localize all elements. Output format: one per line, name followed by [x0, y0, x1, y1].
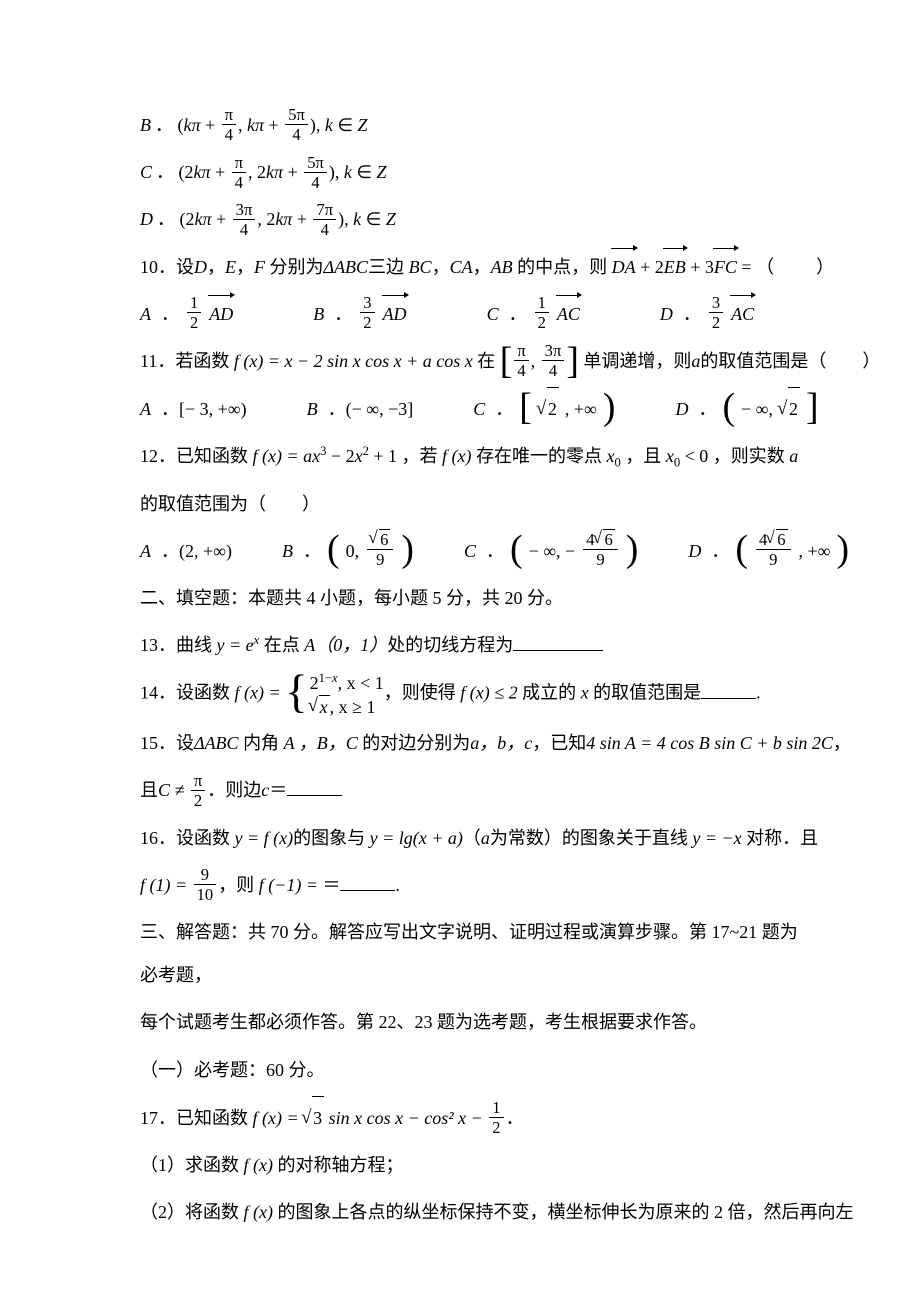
q9-option-B: B． (kπ + π4, kπ + 5π4), k ∈ Z — [140, 104, 800, 147]
q10-option-D: D．32AC — [660, 293, 754, 336]
q12-stem-2: 的取值范围为（ ） — [140, 483, 800, 526]
q11-option-D: D．(− ∞, 2] — [675, 387, 818, 431]
q15-line1: 15．设ΔABC 内角 A ，B，C 的对边分别为a，b，c，已知4 sin A… — [140, 722, 800, 765]
q10-option-C: C．12AC — [487, 293, 580, 336]
q13-blank[interactable] — [513, 632, 603, 651]
q12-option-D: D．(469, +∞) — [688, 530, 849, 573]
q14: 14．设函数 f (x) = { 21−x, x < 1 x, x ≥ 1 ，则… — [140, 671, 800, 718]
q14-blank[interactable] — [701, 680, 756, 699]
q17-stem: 17．已知函数 f (x) = 3 sin x cos x − cos² x −… — [140, 1096, 800, 1140]
q11-option-C: C．[2, +∞) — [473, 387, 615, 431]
section-3-header-c: （一）必考题：60 分。 — [140, 1049, 800, 1092]
q11-options: A．[− 3, +∞) B．(− ∞, −3] C．[2, +∞) D．(− ∞… — [140, 387, 800, 431]
section-3-header-a: 三、解答题：共 70 分。解答应写出文字说明、证明过程或演算步骤。第 17~21… — [140, 911, 800, 997]
q17-part1: （1）求函数 f (x) 的对称轴方程； — [140, 1144, 800, 1187]
q16-blank[interactable] — [340, 872, 395, 891]
exam-page: B． (kπ + π4, kπ + 5π4), k ∈ Z C． (2kπ + … — [0, 0, 920, 1298]
q10-option-A: A．12AD — [140, 293, 233, 336]
q12-option-A: A．(2, +∞) — [140, 530, 232, 573]
q15-blank[interactable] — [287, 777, 342, 796]
section-2-header: 二、填空题：本题共 4 小题，每小题 5 分，共 20 分。 — [140, 577, 800, 620]
q11-option-A: A．[− 3, +∞) — [140, 387, 247, 431]
q9-option-C: C． (2kπ + π4, 2kπ + 5π4), k ∈ Z — [140, 151, 800, 194]
q11-option-B: B．(− ∞, −3] — [307, 387, 414, 431]
q10-option-B: B．32AD — [313, 293, 406, 336]
q12-option-C: C．(− ∞, − 469) — [464, 530, 638, 573]
q15-line2: 且C ≠ π2．则边c＝ — [140, 769, 800, 812]
q10-options: A．12AD B．32AD C．12AC D．32AC — [140, 293, 800, 336]
q12-option-B: B．(0, 69) — [282, 530, 414, 573]
q10-stem: 10．设D，E，F 分别为ΔABC三边 BC，CA，AB 的中点，则 DA + … — [140, 246, 800, 289]
q16-line1: 16．设函数 y = f (x)的图象与 y = lg(x + a)（a为常数）… — [140, 817, 800, 860]
q16-line2: f (1) = 910，则 f (−1) = ＝. — [140, 864, 800, 907]
q9-option-D: D． (2kπ + 3π4, 2kπ + 7π4), k ∈ Z — [140, 198, 800, 241]
q12-options: A．(2, +∞) B．(0, 69) C．(− ∞, − 469) D．(46… — [140, 530, 800, 573]
q11-stem: 11．若函数 f (x) = x − 2 sin x cos x + a cos… — [140, 340, 800, 383]
q17-part2: （2）将函数 f (x) 的图象上各点的纵坐标保持不变，横坐标伸长为原来的 2 … — [140, 1191, 800, 1234]
q13: 13．曲线 y = ex 在点 A（0，1）处的切线方程为 — [140, 624, 800, 667]
section-3-header-b: 每个试题考生都必须作答。第 22、23 题为选考题，考生根据要求作答。 — [140, 1001, 800, 1044]
q12-stem-1: 12．已知函数 f (x) = ax3 − 2x2 + 1 ，若 f (x) 存… — [140, 435, 800, 478]
